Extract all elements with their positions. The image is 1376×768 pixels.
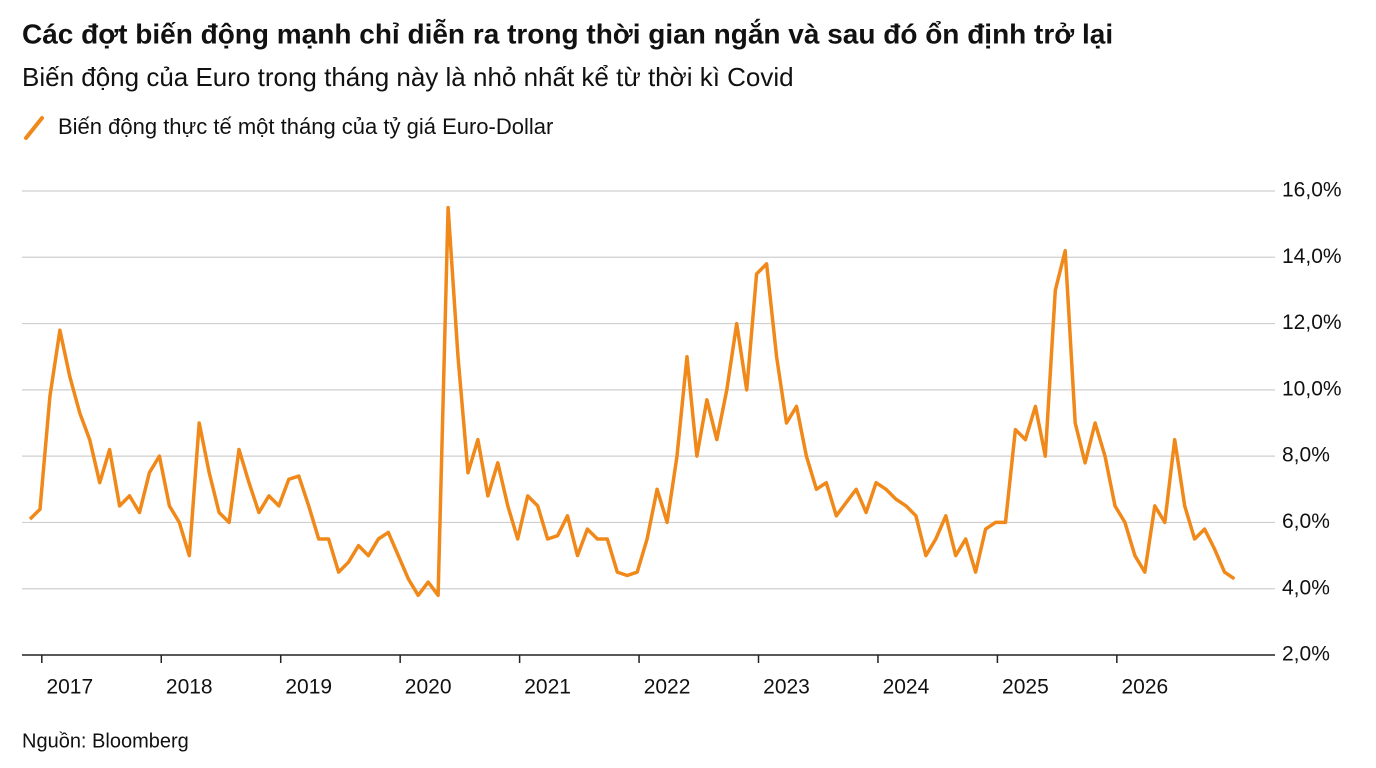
x-tick-label: 2023 (763, 676, 810, 699)
x-tick-label: 2024 (883, 676, 930, 699)
y-tick-label: 6,0% (1282, 510, 1330, 533)
y-tick-label: 2,0% (1282, 643, 1330, 666)
x-tick-label: 2020 (405, 676, 452, 699)
legend-label: Biến động thực tế một tháng của tỷ giá E… (58, 114, 553, 139)
y-tick-label: 14,0% (1282, 245, 1342, 268)
y-tick-label: 12,0% (1282, 311, 1342, 334)
chart-title: Các đợt biến động mạnh chỉ diễn ra trong… (22, 18, 1113, 49)
legend-swatch (24, 116, 44, 140)
x-tick-label: 2018 (166, 676, 213, 699)
x-tick-label: 2019 (285, 676, 332, 699)
y-tick-label: 8,0% (1282, 444, 1330, 467)
x-tick-label: 2021 (524, 676, 571, 699)
y-tick-label: 16,0% (1282, 179, 1342, 202)
y-tick-label: 4,0% (1282, 576, 1330, 599)
x-tick-label: 2017 (46, 676, 93, 699)
x-tick-label: 2022 (644, 676, 691, 699)
chart-subtitle: Biến động của Euro trong tháng này là nh… (22, 62, 794, 92)
x-tick-label: 2025 (1002, 676, 1049, 699)
y-tick-label: 10,0% (1282, 377, 1342, 400)
line (28, 205, 1236, 598)
x-tick-label: 2026 (1121, 676, 1168, 699)
source: Nguồn: Bloomberg (22, 730, 189, 752)
